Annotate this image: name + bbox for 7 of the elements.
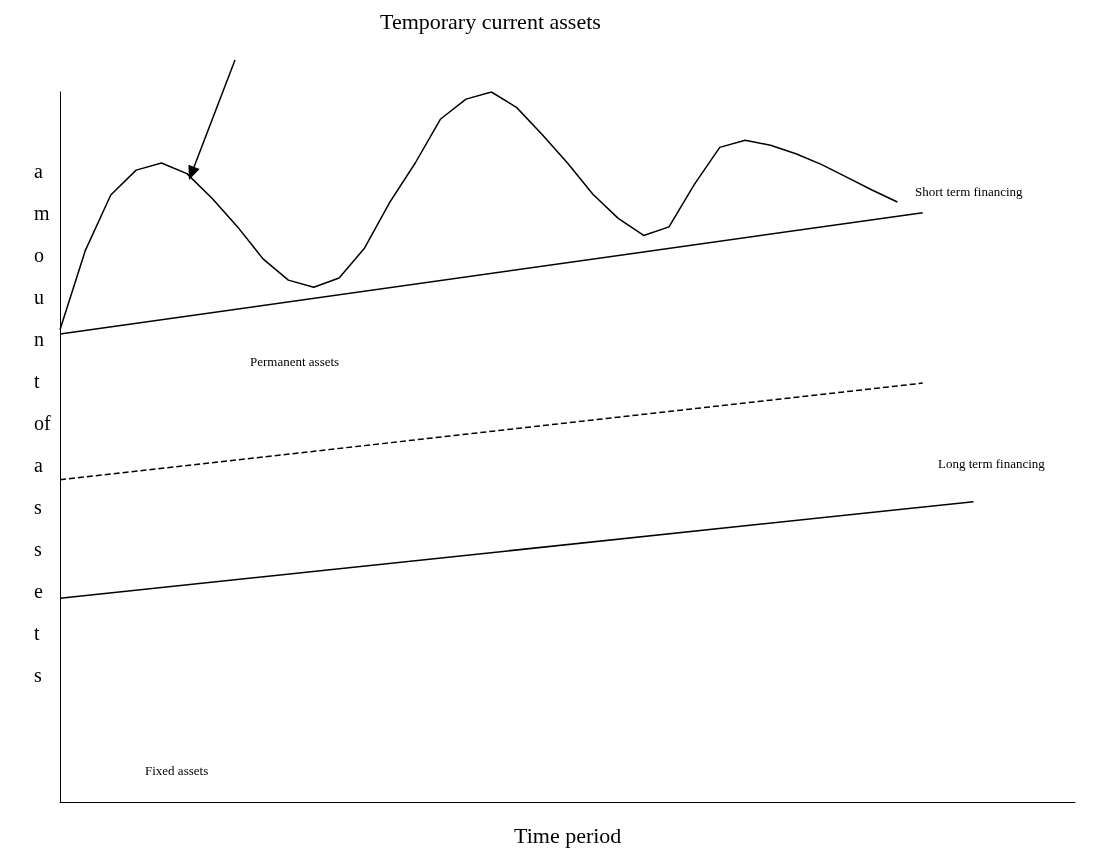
annotation: Fixed assets: [145, 763, 209, 778]
annotation: Permanent assets: [250, 354, 340, 369]
x-axis-title: Time period: [514, 822, 622, 848]
annotation: Long term financing: [938, 456, 1046, 471]
text: amount of assets: [34, 160, 51, 686]
text: Temporary current assets: [380, 8, 601, 34]
annotation: Short term financing: [915, 184, 1024, 199]
